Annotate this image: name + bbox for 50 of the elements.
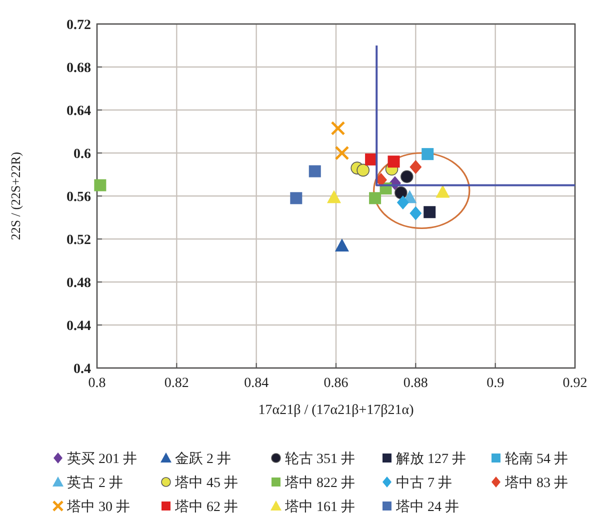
legend-label: 塔中 161 井 [284, 499, 355, 515]
point [422, 148, 434, 160]
point [424, 206, 436, 218]
x-tick-label: 0.8 [88, 376, 106, 391]
legend-label: 轮古 351 井 [285, 451, 355, 467]
point [388, 156, 400, 168]
point [436, 184, 450, 198]
legend-label: 轮南 54 井 [505, 451, 568, 467]
point [410, 206, 422, 220]
y-tick-label: 0.48 [66, 276, 91, 291]
legend-label: 塔中 30 井 [66, 499, 130, 515]
point [410, 160, 422, 174]
point [334, 146, 350, 160]
point [396, 195, 409, 210]
y-tick-label: 0.44 [66, 319, 91, 334]
x-tick-label: 0.82 [164, 376, 189, 391]
legend-label: 塔中 822 井 [284, 475, 355, 491]
x-tick-label: 0.92 [562, 376, 588, 391]
point [334, 238, 349, 252]
point [400, 170, 414, 184]
x-tick-label: 0.9 [486, 376, 504, 391]
point [308, 165, 321, 178]
y-tick-label: 0.52 [66, 233, 91, 248]
y-tick-label: 0.6 [74, 147, 91, 162]
legend-label: 塔中 62 井 [174, 499, 238, 515]
legend-label: 塔中 45 井 [174, 475, 238, 491]
legend-label: 中古 7 井 [396, 475, 452, 491]
y-tick-label: 0.64 [66, 104, 91, 119]
y-tick-label: 0.56 [66, 190, 91, 205]
x-axis-title: 17α21β / (17α21β+17β21α) [258, 403, 414, 418]
point [356, 164, 370, 177]
point [290, 192, 302, 204]
point [369, 192, 382, 204]
point [327, 190, 342, 204]
legend-label: 塔中 83 井 [504, 475, 568, 491]
legend-label: 解放 127 井 [396, 451, 466, 467]
y-tick-label: 0.68 [66, 61, 91, 76]
legend-label: 英买 201 井 [67, 451, 137, 467]
point [94, 179, 106, 192]
legend-label: 塔中 24 井 [395, 499, 459, 515]
x-tick-label: 0.86 [324, 376, 348, 391]
x-tick-label: 0.88 [403, 376, 428, 391]
legend-label: 金跃 2 井 [175, 451, 231, 467]
y-tick-label: 0.72 [66, 18, 91, 33]
y-tick-label: 0.4 [74, 362, 91, 377]
point [394, 186, 408, 200]
x-tick-label: 0.84 [244, 376, 269, 391]
point [330, 121, 346, 136]
y-axis-title: 22S / (22S+22R) [8, 152, 23, 240]
legend-label: 英古 2 井 [67, 475, 123, 491]
